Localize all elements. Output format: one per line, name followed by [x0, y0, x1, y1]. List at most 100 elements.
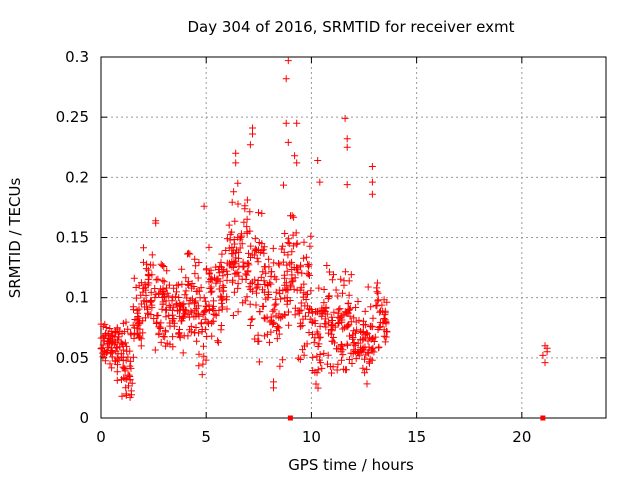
data-point — [219, 287, 227, 295]
data-point — [315, 284, 323, 292]
data-point — [182, 287, 190, 295]
data-point — [326, 268, 333, 276]
data-point — [243, 196, 251, 204]
data-point — [162, 342, 170, 350]
data-point — [157, 338, 165, 346]
data-point — [128, 379, 136, 387]
data-point — [223, 235, 231, 243]
data-point — [271, 301, 279, 309]
data-point — [236, 244, 244, 252]
data-point — [277, 295, 285, 303]
data-point — [262, 269, 270, 277]
data-point — [186, 250, 194, 258]
data-point — [336, 305, 344, 313]
data-point — [368, 178, 376, 186]
data-point — [284, 57, 292, 65]
data-point — [132, 294, 140, 302]
data-point — [381, 316, 389, 324]
data-point — [251, 276, 259, 284]
data-point — [364, 348, 372, 356]
data-point — [328, 276, 336, 284]
data-point — [135, 333, 143, 341]
data-point — [316, 178, 324, 186]
data-point — [303, 270, 311, 278]
data-point — [225, 244, 233, 252]
data-point — [364, 283, 372, 291]
data-point — [148, 271, 156, 279]
data-point — [373, 279, 381, 287]
data-point — [235, 248, 243, 256]
data-point — [111, 338, 119, 346]
data-point — [147, 311, 155, 318]
data-point — [178, 314, 186, 322]
data-point — [130, 274, 138, 282]
data-point — [100, 337, 108, 345]
data-point — [331, 339, 338, 347]
data-point — [282, 286, 290, 294]
data-point — [112, 343, 120, 351]
data-point — [142, 265, 150, 273]
data-point — [168, 297, 176, 305]
data-point — [243, 293, 251, 301]
data-point — [347, 349, 355, 357]
data-point — [163, 306, 170, 314]
data-point — [276, 362, 284, 370]
data-point — [340, 365, 348, 373]
data-point — [267, 268, 275, 276]
data-point — [147, 288, 155, 296]
data-point — [346, 332, 353, 340]
data-point — [146, 298, 154, 306]
data-point — [302, 253, 310, 261]
data-point — [273, 323, 281, 330]
data-point — [223, 267, 231, 275]
data-point — [171, 293, 179, 301]
data-point — [192, 288, 200, 295]
data-point — [320, 286, 328, 293]
data-point — [201, 297, 209, 305]
data-point — [244, 268, 252, 276]
data-point — [232, 159, 240, 167]
data-point — [183, 294, 191, 302]
data-point — [355, 316, 363, 324]
data-point — [267, 328, 275, 336]
data-point — [231, 240, 239, 248]
data-point — [281, 230, 289, 237]
data-point — [222, 247, 230, 254]
data-point — [101, 332, 109, 340]
data-point — [154, 311, 162, 319]
data-point — [200, 202, 208, 210]
data-point — [119, 319, 127, 327]
data-point — [119, 363, 127, 371]
data-point — [382, 333, 390, 341]
data-point — [143, 303, 151, 311]
data-point — [185, 313, 193, 321]
data-point — [282, 119, 290, 127]
data-point — [150, 315, 158, 322]
data-point — [314, 330, 322, 338]
data-point — [228, 263, 236, 271]
data-point — [339, 289, 346, 297]
data-point — [380, 332, 388, 340]
data-point — [231, 270, 239, 278]
data-point — [260, 288, 268, 296]
data-point — [214, 338, 222, 346]
data-point — [334, 313, 342, 321]
y-tick-label: 0.15 — [56, 229, 89, 247]
data-point — [226, 230, 234, 238]
data-point — [539, 351, 547, 359]
data-point — [107, 350, 115, 358]
data-point — [246, 208, 254, 216]
data-point — [282, 75, 290, 83]
data-point — [148, 251, 156, 259]
data-point — [101, 357, 109, 365]
x-tick-label: 0 — [96, 428, 106, 446]
data-point — [178, 280, 186, 288]
data-point — [188, 309, 196, 317]
data-point — [230, 188, 238, 196]
data-point — [230, 258, 238, 266]
data-point — [346, 312, 354, 320]
y-axis-label: SRMTID / TECUs — [6, 178, 24, 299]
data-point — [235, 254, 242, 262]
data-point — [289, 277, 297, 285]
data-point — [293, 159, 301, 167]
